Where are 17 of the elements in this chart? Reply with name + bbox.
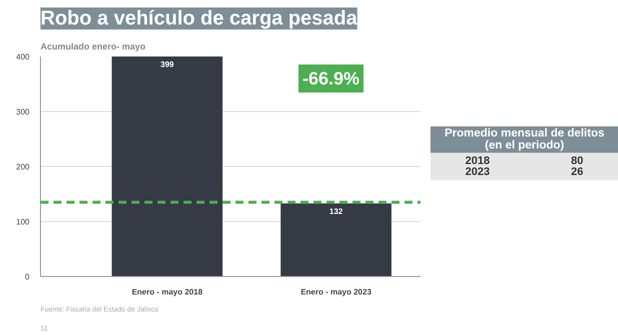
- chart-title: Robo a vehículo de carga pesada: [40, 8, 358, 30]
- data-label: 132: [329, 206, 344, 216]
- y-tick-label: 200: [16, 162, 30, 172]
- x-tick-label: Enero - mayo 2018: [132, 288, 204, 296]
- data-label: 26: [571, 166, 584, 178]
- annotation: -66.9%: [302, 68, 360, 88]
- text: Promedio mensual de delitos (en el periodo): [444, 128, 604, 152]
- chart-subtitle: Acumulado enero- mayo: [40, 42, 146, 52]
- category-label: 2023: [465, 166, 490, 178]
- category-label: 2018: [465, 154, 490, 167]
- x-tick-label: Enero - mayo 2023: [300, 288, 372, 296]
- y-tick-label: 0: [25, 272, 30, 282]
- y-tick-label: 400: [16, 52, 30, 62]
- data-label: 80: [571, 154, 584, 167]
- y-tick-label: 300: [16, 108, 30, 116]
- data-label: 399: [160, 60, 174, 70]
- y-tick-label: 100: [16, 218, 30, 226]
